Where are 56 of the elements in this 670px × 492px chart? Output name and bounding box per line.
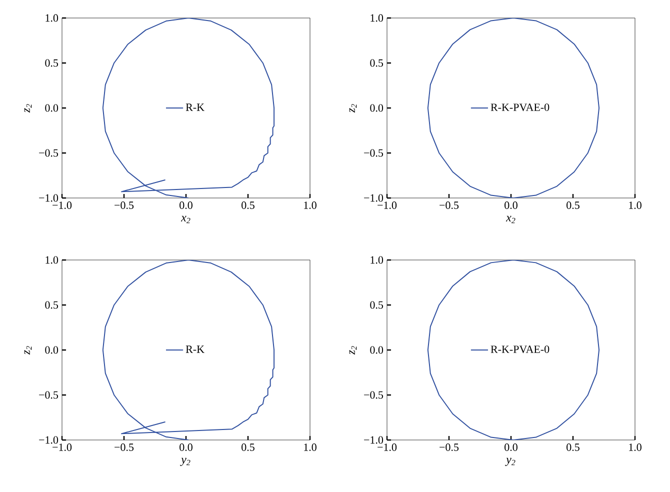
y-tick-label: 1.0 xyxy=(370,256,384,264)
line-series xyxy=(427,260,600,440)
y-tick-label: −0.5 xyxy=(364,149,384,157)
y-axis-title: z$_{2}$ xyxy=(24,104,32,113)
y-tick-label: 0.5 xyxy=(45,301,58,309)
y-tick-label: 0.5 xyxy=(370,59,384,67)
x-tick-label: −0.5 xyxy=(440,202,459,209)
legend-label: R-K-PVAE-0 xyxy=(490,346,550,354)
legend-label: R-K xyxy=(186,346,204,353)
y-tick-label: −1.0 xyxy=(364,436,384,444)
y-tick-label: 0.5 xyxy=(45,59,58,67)
x-tick-label: 0.0 xyxy=(504,202,518,209)
line-series xyxy=(102,18,275,198)
x-tick-label: 1.0 xyxy=(629,444,642,451)
x-tick-label: 0.5 xyxy=(242,444,254,451)
y-tick-label: −1.0 xyxy=(364,194,384,202)
y-axis-title: z$_{2}$ xyxy=(349,104,357,113)
y-tick-label: 0.5 xyxy=(370,301,384,309)
x-tick-label: −1.0 xyxy=(378,444,397,451)
x-axis-title: y$_{2}$ xyxy=(180,458,190,466)
y-axis-title: z$_{2}$ xyxy=(24,346,32,355)
y-tick-label: 0.0 xyxy=(370,104,384,112)
x-axis-title: x$_{2}$ xyxy=(180,216,190,224)
x-tick-label: −0.5 xyxy=(114,444,134,451)
y-tick-label: 1.0 xyxy=(370,14,384,22)
x-tick-label: 0.0 xyxy=(504,444,518,451)
legend-label: R-K-PVAE-0 xyxy=(490,104,550,112)
x-tick-label: 0.5 xyxy=(242,202,254,209)
y-tick-label: −0.5 xyxy=(39,149,58,157)
y-tick-label: −0.5 xyxy=(364,391,384,399)
x-tick-label: −1.0 xyxy=(52,202,72,209)
line-series xyxy=(102,260,275,440)
x-tick-label: 1.0 xyxy=(304,202,316,209)
y-axis-title: z$_{2}$ xyxy=(349,346,357,355)
y-tick-label: 1.0 xyxy=(46,256,58,264)
y-tick-label: −1.0 xyxy=(39,194,58,202)
y-tick-label: −1.0 xyxy=(39,436,58,444)
y-tick-label: −0.5 xyxy=(39,391,58,399)
y-tick-label: 0.0 xyxy=(370,346,384,354)
y-tick-label: 0.0 xyxy=(45,346,58,354)
legend-label: R-K xyxy=(186,104,204,111)
x-tick-label: 0.5 xyxy=(566,444,580,451)
x-tick-label: 0.5 xyxy=(566,202,580,209)
x-tick-label: −0.5 xyxy=(440,444,459,451)
x-axis-title: y$_{2}$ xyxy=(505,458,516,466)
line-series xyxy=(427,18,600,198)
x-axis-title: x$_{2}$ xyxy=(506,216,516,224)
x-tick-label: 0.0 xyxy=(180,202,192,209)
y-tick-label: 1.0 xyxy=(46,14,58,22)
y-tick-label: 0.0 xyxy=(45,104,58,112)
x-tick-label: 0.0 xyxy=(180,444,192,451)
x-tick-label: 1.0 xyxy=(629,202,642,209)
x-tick-label: −0.5 xyxy=(114,202,134,209)
x-tick-label: −1.0 xyxy=(378,202,397,209)
x-tick-label: −1.0 xyxy=(52,444,72,451)
x-tick-label: 1.0 xyxy=(304,444,316,451)
